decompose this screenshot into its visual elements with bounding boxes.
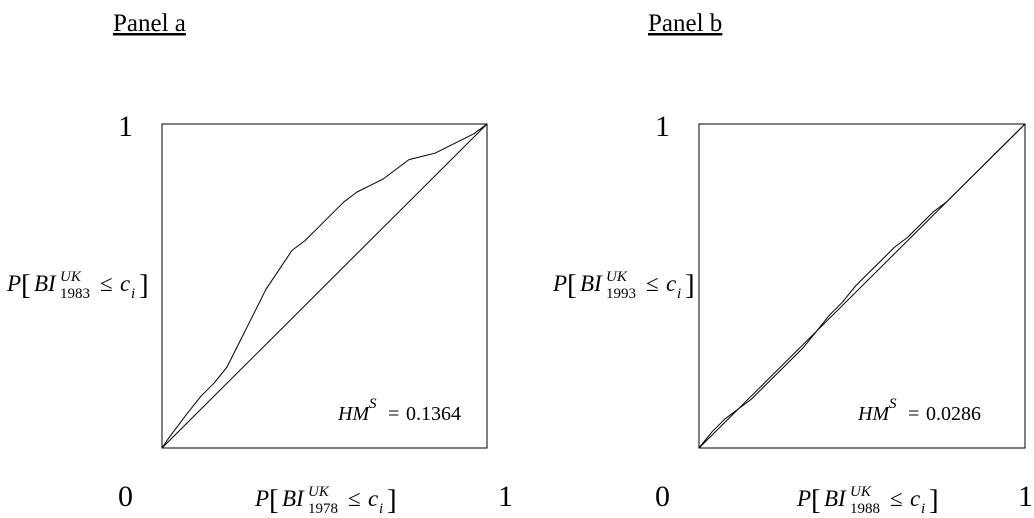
y-label-p: P	[6, 271, 21, 296]
panel-b-plot-frame	[698, 123, 1026, 449]
y-label-leq: ≤	[100, 271, 113, 296]
x-label-left-bracket: [	[811, 484, 821, 516]
y-label-c: c	[666, 271, 676, 296]
panel-a-y-axis-label: P [ BI UK 1983 ≤ c i ]	[6, 269, 149, 302]
y-label-sup: UK	[60, 269, 82, 285]
panel-a-x-axis-label: P [ BI UK 1978 ≤ c i ]	[254, 484, 397, 517]
panel-a-plot-area	[161, 123, 488, 449]
stat-sup: S	[369, 396, 377, 412]
ordinal-comparison-curve	[161, 123, 488, 449]
panel-a-x-min-label: 0	[118, 480, 133, 513]
y-label-left-bracket: [	[21, 269, 31, 301]
x-label-var: BI	[824, 486, 847, 511]
panel-a-stat-annotation: HM S = 0.1364	[337, 396, 461, 425]
y-label-p: P	[552, 271, 567, 296]
y-label-year: 1993	[606, 286, 636, 302]
stat-eq: =	[908, 403, 919, 425]
x-label-p: P	[254, 486, 269, 511]
x-label-right-bracket: ]	[387, 484, 397, 516]
x-label-year: 1978	[308, 501, 338, 517]
y-label-left-bracket: [	[567, 269, 577, 301]
y-label-year: 1983	[60, 286, 90, 302]
ordinal-comparison-curve	[698, 123, 1026, 449]
y-label-var: BI	[34, 271, 57, 296]
x-label-i: i	[921, 501, 925, 517]
panel-b-title: Panel b	[648, 10, 722, 37]
panel-b: Panel b 1 0 1 P [ BI UK 1993 ≤ c i ] P […	[552, 10, 1033, 517]
panel-b-x-max-label: 1	[1018, 480, 1033, 513]
panel-b-plot-area	[698, 123, 1026, 449]
x-label-p: P	[796, 486, 811, 511]
x-label-var: BI	[282, 486, 305, 511]
x-label-right-bracket: ]	[929, 484, 939, 516]
panel-a-x-max-label: 1	[498, 480, 513, 513]
stat-sup: S	[889, 396, 897, 412]
x-label-c: c	[368, 486, 378, 511]
stat-name: HM	[337, 403, 370, 425]
panel-b-y-max-label: 1	[655, 110, 670, 143]
panel-b-stat-annotation: HM S = 0.0286	[857, 396, 981, 425]
stat-eq: =	[388, 403, 399, 425]
stat-value: 0.1364	[406, 403, 461, 425]
panel-a-title: Panel a	[113, 10, 186, 37]
panel-b-x-min-label: 0	[655, 480, 670, 513]
panel-a: Panel a 1 0 1 P [ BI UK 1983 ≤ c i ] P […	[6, 10, 513, 517]
stat-value: 0.0286	[926, 403, 981, 425]
x-label-sup: UK	[308, 484, 330, 500]
y-label-c: c	[120, 271, 130, 296]
y-label-right-bracket: ]	[685, 269, 695, 301]
x-label-sup: UK	[850, 484, 872, 500]
panel-b-x-axis-label: P [ BI UK 1988 ≤ c i ]	[796, 484, 939, 517]
panel-a-y-max-label: 1	[118, 110, 133, 143]
y-label-sup: UK	[606, 269, 628, 285]
panel-b-y-axis-label: P [ BI UK 1993 ≤ c i ]	[552, 269, 695, 302]
x-label-i: i	[379, 501, 383, 517]
y-label-i: i	[677, 286, 681, 302]
stat-name: HM	[857, 403, 890, 425]
y-label-leq: ≤	[646, 271, 659, 296]
y-label-i: i	[131, 286, 135, 302]
x-label-leq: ≤	[890, 486, 903, 511]
x-label-leq: ≤	[348, 486, 361, 511]
y-label-right-bracket: ]	[139, 269, 149, 301]
x-label-left-bracket: [	[269, 484, 279, 516]
x-label-c: c	[910, 486, 920, 511]
panel-a-plot-frame	[161, 123, 488, 449]
y-label-var: BI	[580, 271, 603, 296]
x-label-year: 1988	[850, 501, 880, 517]
diagonal-reference-line	[161, 123, 488, 449]
